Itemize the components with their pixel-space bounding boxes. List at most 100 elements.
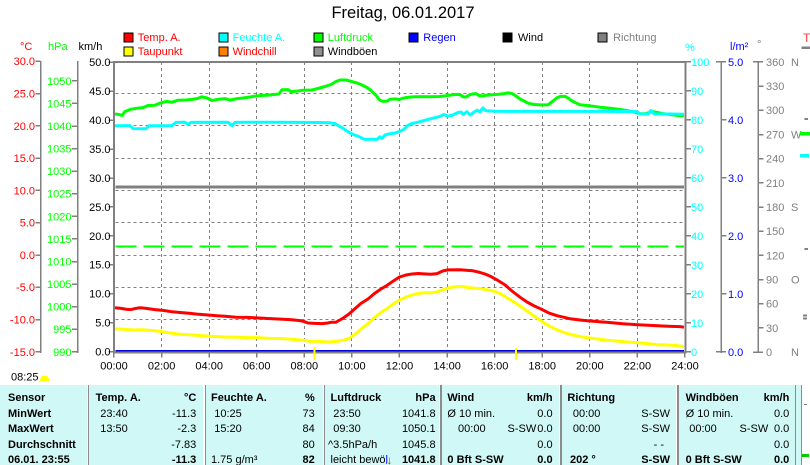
svg-text:1050: 1050	[47, 76, 71, 88]
svg-text:W: W	[791, 129, 802, 141]
svg-text:10:00: 10:00	[338, 361, 366, 373]
svg-text:1020: 1020	[47, 211, 71, 223]
svg-text:10.0: 10.0	[14, 185, 35, 197]
svg-text:T: T	[803, 31, 810, 45]
svg-text:120: 120	[766, 250, 784, 262]
svg-text:04:00: 04:00	[195, 361, 223, 373]
svg-text:00:00: 00:00	[100, 361, 128, 373]
svg-text:-15.0: -15.0	[10, 347, 35, 359]
svg-text:50: 50	[691, 202, 703, 214]
svg-text:1040: 1040	[47, 121, 71, 133]
svg-text:2.0: 2.0	[728, 231, 743, 243]
svg-text:210: 210	[766, 178, 784, 190]
svg-text:20: 20	[691, 289, 703, 301]
svg-text:02:00: 02:00	[148, 361, 176, 373]
svg-text:0.0: 0.0	[95, 347, 110, 359]
svg-text:15.0: 15.0	[14, 153, 35, 165]
svg-text:0: 0	[766, 347, 772, 359]
svg-text:°C: °C	[20, 41, 32, 53]
svg-text:-10.0: -10.0	[10, 315, 35, 327]
svg-text:%: %	[685, 42, 695, 54]
svg-text:70: 70	[691, 144, 703, 156]
svg-text:1030: 1030	[47, 166, 71, 178]
svg-text:300: 300	[766, 105, 784, 117]
svg-text:360: 360	[766, 57, 784, 69]
svg-text:15.0: 15.0	[89, 260, 110, 272]
svg-text:995: 995	[53, 324, 71, 336]
svg-text:16:00: 16:00	[481, 361, 509, 373]
svg-text:20.0: 20.0	[14, 121, 35, 133]
svg-text:18:00: 18:00	[528, 361, 556, 373]
svg-text:Freitag, 06.01.2017: Freitag, 06.01.2017	[331, 4, 474, 22]
svg-text:30.0: 30.0	[89, 173, 110, 185]
svg-text:60: 60	[691, 173, 703, 185]
svg-text:1015: 1015	[47, 234, 71, 246]
svg-text:45.0: 45.0	[89, 86, 110, 98]
svg-text:0.0: 0.0	[20, 250, 35, 262]
svg-text:0: 0	[691, 347, 697, 359]
svg-text:°: °	[757, 39, 761, 51]
svg-text:5.0: 5.0	[95, 318, 110, 330]
svg-text:S: S	[791, 202, 798, 214]
svg-text:22:00: 22:00	[624, 361, 652, 373]
svg-text:N: N	[791, 57, 799, 69]
svg-text:330: 330	[766, 81, 784, 93]
svg-text:90: 90	[766, 274, 778, 286]
svg-text:10: 10	[691, 318, 703, 330]
svg-text:14:00: 14:00	[433, 361, 461, 373]
svg-text:-5.0: -5.0	[16, 282, 35, 294]
svg-text:100: 100	[691, 57, 709, 69]
svg-text:24:00: 24:00	[671, 361, 699, 373]
svg-text:35.0: 35.0	[89, 144, 110, 156]
svg-text:Temp. A.: Temp. A.	[138, 32, 181, 44]
svg-text:240: 240	[766, 154, 784, 166]
svg-text:l/m²: l/m²	[730, 41, 749, 53]
svg-text:270: 270	[766, 129, 784, 141]
svg-text:90: 90	[691, 86, 703, 98]
svg-text:5.0: 5.0	[20, 218, 35, 230]
svg-text:990: 990	[53, 347, 71, 359]
svg-text:08:25: 08:25	[11, 372, 39, 384]
svg-text:Luftdruck: Luftdruck	[328, 32, 374, 44]
svg-text:1005: 1005	[47, 279, 71, 291]
svg-text:25.0: 25.0	[89, 202, 110, 214]
svg-text:0.0: 0.0	[728, 347, 743, 359]
svg-text:1045: 1045	[47, 98, 71, 110]
svg-text:40.0: 40.0	[89, 115, 110, 127]
svg-text:hPa: hPa	[48, 41, 68, 53]
svg-text:80: 80	[691, 115, 703, 127]
svg-text:40: 40	[691, 231, 703, 243]
svg-text:150: 150	[766, 226, 784, 238]
svg-text:Richtung: Richtung	[613, 32, 656, 44]
svg-text:1010: 1010	[47, 256, 71, 268]
svg-text:O: O	[791, 274, 800, 286]
svg-text:Regen: Regen	[423, 32, 455, 44]
svg-text:20.0: 20.0	[89, 231, 110, 243]
svg-text:30: 30	[691, 260, 703, 272]
svg-text:30: 30	[766, 323, 778, 335]
svg-text:20:00: 20:00	[576, 361, 604, 373]
svg-text:10.0: 10.0	[89, 289, 110, 301]
svg-text:08:00: 08:00	[291, 361, 319, 373]
svg-text:60: 60	[766, 299, 778, 311]
svg-text:N: N	[791, 347, 799, 359]
svg-text:Wind: Wind	[518, 32, 543, 44]
svg-text:30.0: 30.0	[14, 56, 35, 68]
svg-text:1035: 1035	[47, 144, 71, 156]
svg-text:5.0: 5.0	[728, 57, 743, 69]
svg-text:1025: 1025	[47, 189, 71, 201]
svg-text:1000: 1000	[47, 302, 71, 314]
svg-text:180: 180	[766, 202, 784, 214]
svg-text:25.0: 25.0	[14, 89, 35, 101]
svg-text:Windchill: Windchill	[233, 46, 277, 58]
svg-text:3.0: 3.0	[728, 173, 743, 185]
svg-text:4.0: 4.0	[728, 115, 743, 127]
svg-text:1.0: 1.0	[728, 289, 743, 301]
svg-text:km/h: km/h	[79, 41, 103, 53]
svg-text:Feuchte A.: Feuchte A.	[233, 32, 286, 44]
svg-text:06:00: 06:00	[243, 361, 271, 373]
svg-text:12:00: 12:00	[386, 361, 414, 373]
svg-text:Taupunkt: Taupunkt	[138, 46, 183, 58]
svg-text:50.0: 50.0	[89, 57, 110, 69]
svg-text:Windböen: Windböen	[328, 46, 378, 58]
